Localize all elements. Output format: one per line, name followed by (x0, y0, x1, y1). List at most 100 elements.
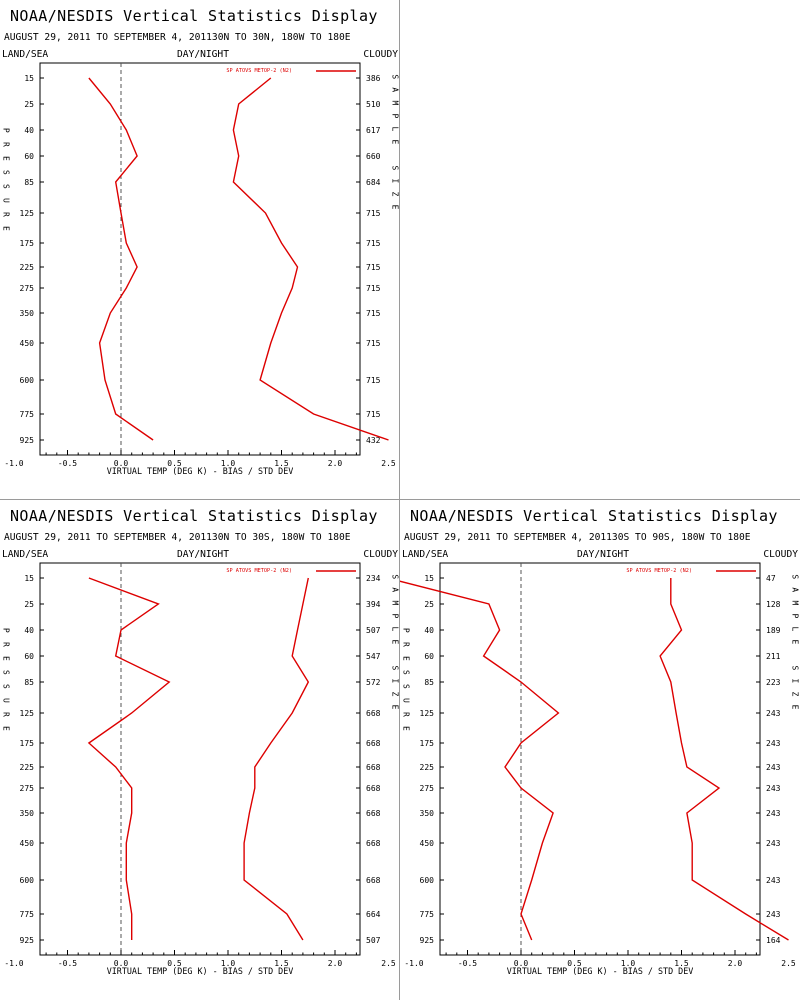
pressure-level-label: 450 (420, 839, 435, 848)
sample-size-label: 715 (366, 376, 381, 385)
y-axis-label: PRESSURE (2, 628, 11, 740)
sample-size-label: 507 (366, 936, 381, 945)
sample-size-label: 664 (366, 910, 381, 919)
sample-size-label: 243 (766, 784, 781, 793)
sample-size-label: 510 (366, 100, 381, 109)
bias-line (400, 580, 560, 941)
sample-size-label: 243 (766, 739, 781, 748)
pressure-level-label: 775 (20, 910, 35, 919)
sample-size-label: 507 (366, 626, 381, 635)
pressure-level-label: 85 (24, 678, 34, 687)
x-tick-label: -1.0 (4, 459, 23, 468)
x-tick-label: 1.0 (221, 459, 236, 468)
legend-label: SP ATOVS METOP-2 (N2) (226, 568, 292, 574)
chart-panel-30n-30n: NOAA/NESDIS Vertical Statistics Display A… (0, 0, 400, 500)
chart-svg: NOAA/NESDIS Vertical Statistics Display A… (400, 507, 800, 976)
x-axis-label: VIRTUAL TEMP (DEG K) - BIAS / STD DEV (107, 966, 294, 976)
sample-size-label: 715 (366, 309, 381, 318)
pressure-level-label: 350 (420, 809, 435, 818)
x-tick-label: -1.0 (404, 959, 423, 968)
chart-subtitle: AUGUST 29, 2011 TO SEPTEMBER 4, 201130N … (4, 532, 351, 543)
pressure-level-label: 15 (424, 574, 434, 583)
x-tick-label: 1.0 (621, 959, 636, 968)
x-tick-label: 0.0 (114, 459, 129, 468)
pressure-level-label: 85 (424, 678, 434, 687)
bias-line (87, 577, 171, 940)
chart-svg: NOAA/NESDIS Vertical Statistics Display A… (2, 7, 400, 476)
sample-size-label: 243 (766, 876, 781, 885)
pressure-level-label: 225 (20, 763, 35, 772)
pressure-level-label: 175 (420, 739, 435, 748)
std-dev-line (659, 578, 789, 941)
x-tick-label: 0.5 (167, 959, 182, 968)
sample-size-label: 617 (366, 126, 381, 135)
sample-size-label: 715 (366, 209, 381, 218)
pressure-level-label: 350 (20, 809, 35, 818)
pressure-level-label: 25 (24, 600, 34, 609)
land-sea-label: LAND/SEA (402, 549, 448, 560)
cloudy-label: CLOUDY (363, 49, 398, 60)
x-tick-label: 1.5 (674, 959, 689, 968)
pressure-level-label: 25 (24, 100, 34, 109)
pressure-level-label: 125 (20, 709, 35, 718)
land-sea-label: LAND/SEA (2, 49, 48, 60)
x-tick-label: 2.5 (381, 459, 396, 468)
sample-size-label: 715 (366, 410, 381, 419)
bias-line (88, 77, 154, 441)
x-tick-label: -1.0 (4, 959, 23, 968)
chart-panel-30n-30s: NOAA/NESDIS Vertical Statistics Display A… (0, 500, 400, 1000)
sample-size-label: 243 (766, 839, 781, 848)
sample-size-label: 668 (366, 839, 381, 848)
pressure-level-label: 775 (420, 910, 435, 919)
pressure-level-label: 25 (424, 600, 434, 609)
plot-frame (39, 562, 361, 956)
sample-size-label: 668 (366, 709, 381, 718)
sample-size-label: 47 (766, 574, 776, 583)
right-axis-label: SAMPLE SIZE (791, 574, 800, 717)
pressure-level-label: 275 (420, 784, 435, 793)
pressure-level-label: 15 (24, 574, 34, 583)
x-tick-label: 2.0 (328, 959, 343, 968)
sample-size-label: 715 (366, 339, 381, 348)
sample-size-label: 243 (766, 763, 781, 772)
sample-size-label: 668 (366, 809, 381, 818)
x-tick-label: -0.5 (458, 959, 477, 968)
legend-label: SP ATOVS METOP-2 (N2) (626, 568, 692, 574)
sample-size-label: 386 (366, 74, 381, 83)
pressure-level-label: 925 (420, 936, 435, 945)
right-axis-label: SAMPLE SIZE (391, 574, 400, 717)
pressure-level-label: 600 (20, 876, 35, 885)
chart-title: NOAA/NESDIS Vertical Statistics Display (410, 507, 778, 525)
panel-divider-vertical (399, 0, 400, 1000)
sample-size-label: 572 (366, 678, 381, 687)
x-tick-label: 2.0 (328, 459, 343, 468)
sample-size-label: 164 (766, 936, 781, 945)
pressure-level-label: 125 (20, 209, 35, 218)
x-tick-label: 0.0 (514, 959, 529, 968)
pressure-level-label: 60 (24, 652, 34, 661)
pressure-level-label: 925 (20, 936, 35, 945)
sample-size-label: 189 (766, 626, 781, 635)
x-tick-label: 2.5 (381, 959, 396, 968)
sample-size-label: 223 (766, 678, 781, 687)
sample-size-label: 128 (766, 600, 781, 609)
chart-title: NOAA/NESDIS Vertical Statistics Display (10, 7, 378, 25)
pressure-level-label: 350 (20, 309, 35, 318)
pressure-level-label: 175 (20, 739, 35, 748)
pressure-level-label: 15 (24, 74, 34, 83)
legend-label: SP ATOVS METOP-2 (N2) (226, 68, 292, 74)
day-night-label: DAY/NIGHT (177, 49, 229, 60)
cloudy-label: CLOUDY (763, 549, 798, 560)
chart-subtitle: AUGUST 29, 2011 TO SEPTEMBER 4, 201130S … (404, 532, 751, 543)
x-tick-label: 0.5 (167, 459, 182, 468)
sample-size-label: 243 (766, 809, 781, 818)
pressure-level-label: 40 (24, 126, 34, 135)
sample-size-label: 234 (366, 574, 381, 583)
land-sea-label: LAND/SEA (2, 549, 48, 560)
pressure-level-label: 275 (20, 284, 35, 293)
day-night-label: DAY/NIGHT (177, 549, 229, 560)
sample-size-label: 547 (366, 652, 381, 661)
sample-size-label: 668 (366, 763, 381, 772)
cloudy-label: CLOUDY (363, 549, 398, 560)
sample-size-label: 432 (366, 436, 381, 445)
